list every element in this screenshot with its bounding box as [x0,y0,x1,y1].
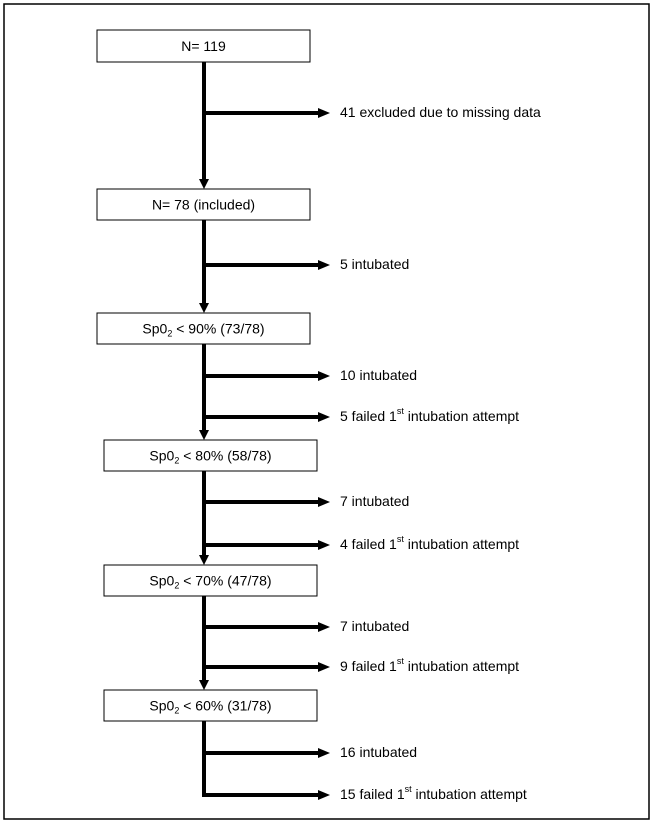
text-part: Sp0 [149,572,174,588]
text-part: 7 intubated [340,493,409,509]
text-part: 16 intubated [340,744,417,760]
text-part: < 80% (58/78) [179,447,271,463]
arrowhead [318,371,330,381]
text-part: Sp0 [142,320,167,336]
arrowhead [318,412,330,422]
superscript: st [397,656,405,666]
text-part: < 60% (31/78) [179,697,271,713]
node-label: Sp02 < 90% (73/78) [142,320,264,339]
text-part: 5 failed 1 [340,408,397,424]
subscript: 2 [174,456,179,466]
arrowhead [318,497,330,507]
subscript: 2 [167,329,172,339]
node-label: Sp02 < 80% (58/78) [149,447,271,466]
node-label: Sp02 < 60% (31/78) [149,697,271,716]
text-part: 10 intubated [340,367,417,383]
superscript: st [405,784,413,794]
superscript: st [397,406,405,416]
text-part: 7 intubated [340,618,409,634]
node-label: N= 119 [181,38,226,54]
text-part: 9 failed 1 [340,658,397,674]
arrowhead [318,260,330,270]
arrowhead [318,540,330,550]
arrowhead [318,662,330,672]
arrowhead [199,179,209,189]
exit-label: 16 intubated [340,744,417,760]
arrowhead [199,303,209,313]
frame [3,3,650,820]
node-label: Sp02 < 70% (47/78) [149,572,271,591]
text-part: intubation attempt [404,536,519,552]
arrowhead [199,680,209,690]
node-label: N= 78 (included) [152,196,255,212]
text-part: intubation attempt [412,786,527,802]
arrowhead [199,430,209,440]
arrowhead [199,555,209,565]
subscript: 2 [174,706,179,716]
exit-label: 4 failed 1st intubation attempt [340,534,519,551]
text-part: 15 failed 1 [340,786,405,802]
node-box [96,29,311,63]
arrowhead [318,622,330,632]
text-part: N= 119 [181,38,226,54]
exit-label: 5 failed 1st intubation attempt [340,406,519,423]
node-box [96,312,311,345]
exit-label: 7 intubated [340,493,409,509]
exit-label: 9 failed 1st intubation attempt [340,656,519,673]
text-part: intubation attempt [404,408,519,424]
node-box [103,689,318,722]
text-part: < 90% (73/78) [172,320,264,336]
arrowhead [318,748,330,758]
arrowhead [318,108,330,118]
node-box [103,439,318,472]
exit-label: 7 intubated [340,618,409,634]
node-box [96,188,311,221]
exit-label: 41 excluded due to missing data [340,104,541,120]
subscript: 2 [174,581,179,591]
superscript: st [397,534,405,544]
exit-label: 5 intubated [340,256,409,272]
text-part: Sp0 [149,697,174,713]
text-part: Sp0 [149,447,174,463]
node-box [103,564,318,597]
text-part: 41 excluded due to missing data [340,104,541,120]
text-part: 4 failed 1 [340,536,397,552]
arrowhead [318,790,330,800]
text-part: intubation attempt [404,658,519,674]
text-part: N= 78 (included) [152,196,255,212]
text-part: 5 intubated [340,256,409,272]
exit-label: 15 failed 1st intubation attempt [340,784,527,801]
text-part: < 70% (47/78) [179,572,271,588]
exit-label: 10 intubated [340,367,417,383]
